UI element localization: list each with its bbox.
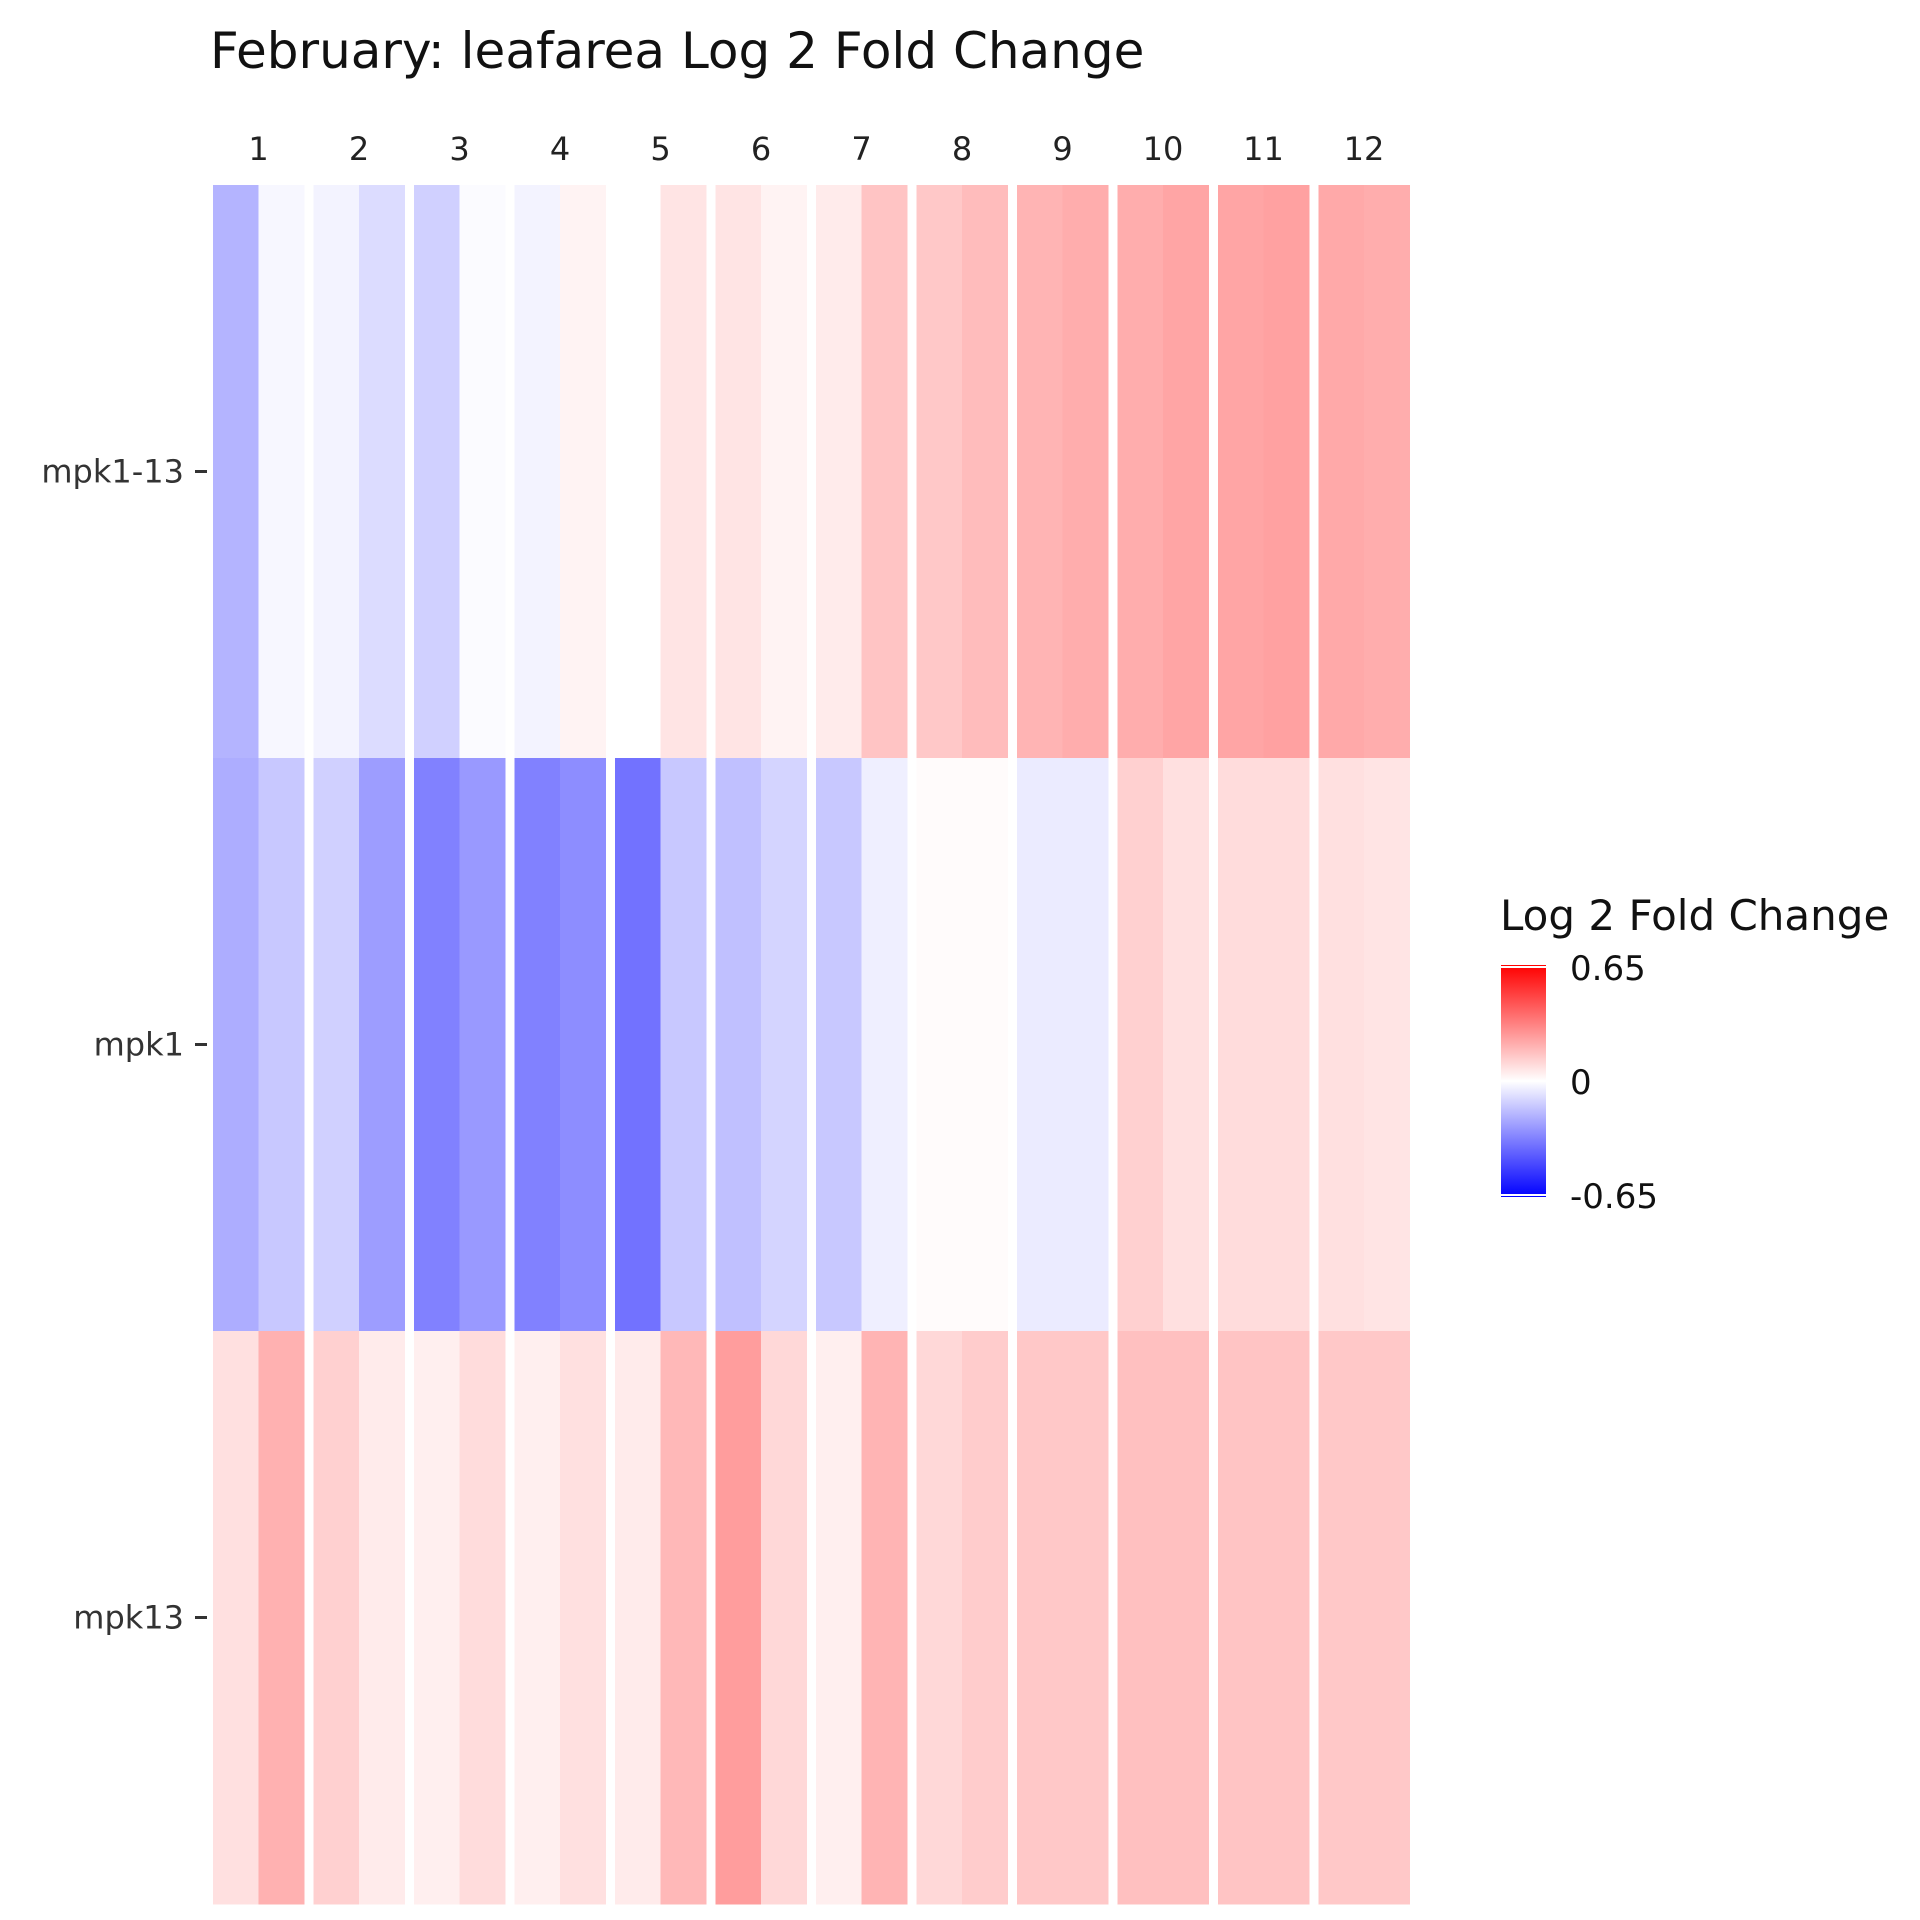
heatmap-cell (213, 758, 259, 1332)
heatmap-cell (1017, 1331, 1063, 1905)
heatmap-cells (213, 185, 1410, 1905)
heatmap-cell (313, 185, 360, 759)
heatmap-cell (1218, 1331, 1264, 1905)
heatmap-cell (1117, 758, 1164, 1332)
heatmap-cell (1017, 758, 1063, 1332)
heatmap-cell (615, 758, 661, 1332)
heatmap-cell (861, 1331, 908, 1905)
legend-title: Log 2 Fold Change (1500, 891, 1889, 940)
heatmap-cell (414, 1331, 460, 1905)
heatmap-cell (1163, 758, 1209, 1332)
heatmap-cell (560, 758, 606, 1332)
heatmap-cell (916, 758, 963, 1332)
heatmap-cell (213, 1331, 259, 1905)
heatmap-cell (660, 758, 707, 1332)
heatmap-cell (962, 185, 1008, 759)
heatmap-cell (761, 758, 807, 1332)
column-tick-label: 11 (1243, 130, 1284, 168)
heatmap-cell (761, 1331, 807, 1905)
heatmap-cell (1318, 185, 1365, 759)
column-tick-label: 7 (851, 130, 871, 168)
heatmap-cell (715, 1331, 762, 1905)
column-tick-label: 10 (1143, 130, 1184, 168)
heatmap-cell (1117, 1331, 1164, 1905)
heatmap-cell (414, 758, 460, 1332)
heatmap-cell (414, 185, 460, 759)
heatmap-cell (1163, 1331, 1209, 1905)
heatmap-cell (1318, 758, 1365, 1332)
heatmap-cell (459, 758, 506, 1332)
row-tick-labels: mpk1-13 mpk1 mpk13 (41, 453, 207, 1637)
heatmap-cell (1364, 758, 1410, 1332)
column-tick-label: 12 (1344, 130, 1385, 168)
heatmap-cell (359, 185, 405, 759)
heatmap-cell (715, 185, 762, 759)
row-tick-label: mpk13 (73, 1599, 184, 1637)
heatmap-cell (213, 185, 259, 759)
heatmap-cell (1263, 185, 1310, 759)
heatmap-cell (1062, 185, 1109, 759)
heatmap-cell (715, 758, 762, 1332)
legend-label-min: -0.65 (1570, 1177, 1658, 1217)
heatmap-cell (313, 1331, 360, 1905)
column-tick-label: 8 (952, 130, 972, 168)
heatmap-cell (1364, 1331, 1410, 1905)
heatmap-cell (1062, 1331, 1109, 1905)
heatmap-cell (459, 1331, 506, 1905)
heatmap-cell (660, 1331, 707, 1905)
column-tick-label: 9 (1052, 130, 1072, 168)
row-tick-label: mpk1-13 (41, 453, 184, 491)
heatmap-cell (1263, 1331, 1310, 1905)
heatmap-cell (1218, 185, 1264, 759)
heatmap-cell (258, 758, 305, 1332)
heatmap-cell (359, 758, 405, 1332)
color-legend: Log 2 Fold Change 0.65 0 -0.65 (1500, 891, 1889, 1217)
row-tick-label: mpk1 (94, 1026, 184, 1064)
column-tick-label: 4 (550, 130, 570, 168)
chart-title: February: leafarea Log 2 Fold Change (210, 22, 1144, 80)
heatmap-cell (514, 758, 561, 1332)
heatmap-cell (761, 185, 807, 759)
heatmap-cell (514, 1331, 561, 1905)
column-tick-label: 3 (449, 130, 469, 168)
heatmap-cell (861, 185, 908, 759)
column-tick-label: 1 (248, 130, 268, 168)
heatmap-cell (258, 185, 305, 759)
heatmap-cell (560, 185, 606, 759)
heatmap-cell (258, 1331, 305, 1905)
heatmap-cell (1163, 185, 1209, 759)
heatmap-cell (916, 185, 963, 759)
column-tick-label: 6 (751, 130, 771, 168)
heatmap-cell (615, 1331, 661, 1905)
heatmap-cell (816, 1331, 862, 1905)
heatmap-cell (1062, 758, 1109, 1332)
heatmap-cell (1017, 185, 1063, 759)
heatmap-cell (1117, 185, 1164, 759)
heatmap-cell (313, 758, 360, 1332)
heatmap-cell (560, 1331, 606, 1905)
heatmap-cell (660, 185, 707, 759)
heatmap-cell (962, 758, 1008, 1332)
heatmap-cell (359, 1331, 405, 1905)
heatmap-cell (962, 1331, 1008, 1905)
legend-label-max: 0.65 (1570, 949, 1646, 989)
heatmap-cell (514, 185, 561, 759)
heatmap-cell (816, 185, 862, 759)
heatmap-cell (459, 185, 506, 759)
legend-label-mid: 0 (1570, 1063, 1592, 1103)
heatmap-cell (1263, 758, 1310, 1332)
heatmap-cell (916, 1331, 963, 1905)
column-tick-label: 5 (650, 130, 670, 168)
heatmap-cell (861, 758, 908, 1332)
heatmap-cell (816, 758, 862, 1332)
column-tick-labels: 1 2 3 4 5 6 7 8 9 10 11 12 (248, 130, 1384, 168)
column-tick-label: 2 (349, 130, 369, 168)
heatmap-cell (1364, 185, 1410, 759)
heatmap-cell (1218, 758, 1264, 1332)
heatmap-cell (1318, 1331, 1365, 1905)
heatmap-cell (615, 185, 661, 759)
